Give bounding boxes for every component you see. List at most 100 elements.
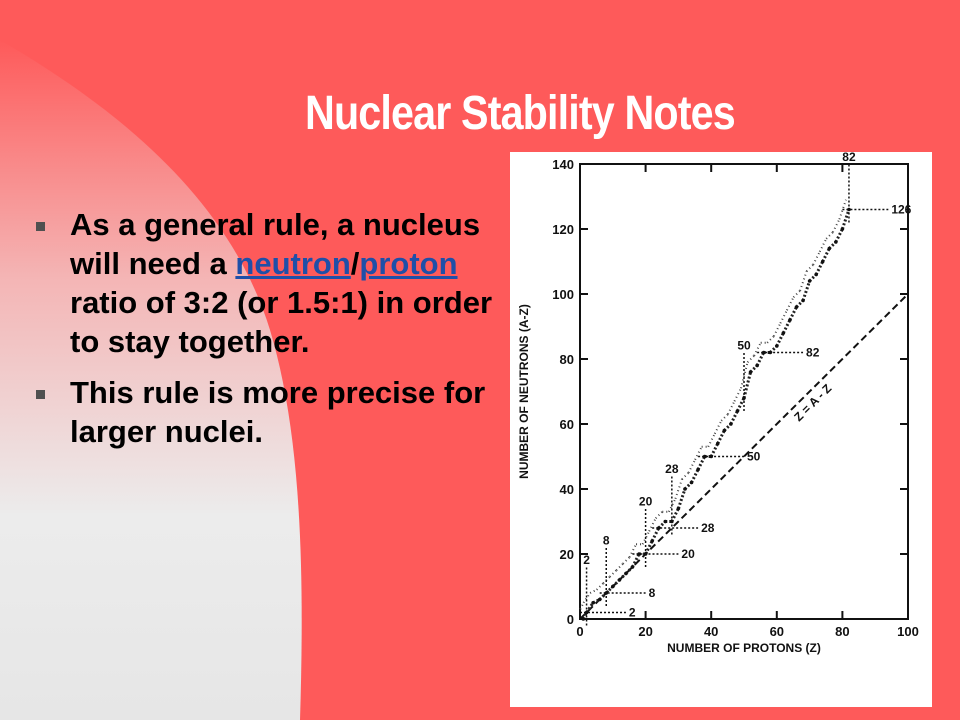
stable-band-segment [753,342,762,357]
stable-band-segment [615,563,624,571]
stable-band-segment [720,413,729,422]
stable-band-segment [766,335,775,344]
magic-proton-label: 2 [583,553,590,567]
y-tick-label: 120 [552,222,574,237]
magic-proton-label: 50 [737,339,751,353]
stable-band-segment [821,247,831,263]
stable-band-segment [667,498,677,513]
stable-band-segment [814,260,825,276]
stable-band-segment [812,251,821,266]
stable-band-segment [799,270,808,292]
y-axis-title: NUMBER OF NEUTRONS (A-Z) [517,304,531,479]
stable-band-segment [648,517,657,532]
magic-proton-label: 8 [603,534,610,548]
stable-band-segment [628,543,637,558]
chart-panel: 0 20 40 60 80 100 0 20 40 60 80 100 120 140 NUMBER OF … [510,152,932,707]
stable-nucleus-point [834,240,838,244]
stable-band-segment [681,472,690,480]
y-tick-label: 100 [552,287,574,302]
stable-band-segment [641,530,651,545]
magic-neutron-label: 8 [649,586,656,600]
stable-band-segment [746,355,755,363]
stable-band-segment [786,296,795,311]
magic-neutron-label: 126 [891,203,911,217]
stable-nucleus-point [722,428,727,433]
stable-band-segment [792,290,801,298]
magic-neutron-label: 20 [681,547,695,561]
stable-band-segment [840,209,851,230]
stable-nucleus-point [676,506,681,511]
stable-nucleus-point [689,480,694,485]
stable-band-segment [595,582,604,591]
bullet-text: This rule is more precise for larger nuc… [70,375,486,449]
stable-nucleus-point [788,318,792,322]
stable-band-segment [782,319,792,334]
magic-neutron-label: 2 [629,606,636,620]
stable-nucleus-point [683,487,687,491]
stable-nucleus-point [591,600,595,605]
y-tick-label: 80 [560,352,574,367]
slide-title: Nuclear Stability Notes [305,87,736,140]
proton-link[interactable]: proton [359,246,458,281]
stable-band-segment [609,569,618,578]
stable-band-segment [733,387,742,402]
stable-nucleus-point [801,298,805,303]
stable-band-segment [775,332,785,347]
stable-nucleus-point [735,409,740,413]
x-axis-title: NUMBER OF PROTONS (Z) [667,641,821,655]
stable-band-segment [801,280,812,301]
bullet-item: As a general rule, a nucleus will need a… [36,205,506,361]
stable-nucleus-point [637,552,641,556]
stable-nucleus-point [820,259,825,264]
bullet-list: As a general rule, a nucleus will need a… [36,205,506,463]
x-tick-label: 40 [704,624,718,639]
x-tick-label: 0 [576,624,583,639]
stable-nucleus-point [775,344,779,348]
stable-nucleus-point [650,539,654,543]
bullet-text-part: As a general rule, a nucleus will need a [70,207,481,281]
stable-band-segment [713,420,723,435]
x-tick-label: 100 [897,624,919,639]
stable-band-segment [716,429,726,445]
stable-nucleus-point [581,617,586,621]
bullet-text: As a general rule, a nucleus will need a… [70,205,506,361]
square-bullet-icon [36,222,45,231]
bullet-text-part: / [350,246,360,281]
stable-band-segment [674,478,683,500]
stable-nucleus-point [715,441,720,446]
stable-band-segment [742,371,753,399]
bullet-text-part: ratio of 3:2 (or 1.5:1) in order to stay… [70,285,493,359]
stable-nucleus-point [597,597,602,602]
stable-nucleus-point [814,272,818,277]
stable-band-segment [788,306,798,321]
stable-band-segment [670,507,680,523]
magic-proton-label: 20 [639,495,653,509]
stable-band-segment [585,601,595,614]
stable-nucleus-point [748,370,753,374]
stable-nucleus-point [827,246,832,251]
stable-nucleus-point [807,279,812,283]
stable-nucleus-point [630,565,635,569]
x-tick-label: 80 [835,624,849,639]
stable-band-segment [772,322,782,337]
stable-band-segment [825,231,834,240]
stable-nucleus-point [696,467,700,472]
stable-band-segment [589,588,598,594]
stable-band-segment [729,410,739,425]
stable-band-segment [690,468,700,484]
stable-nucleus-point [761,350,766,355]
stable-band-segment [805,264,814,272]
stable-band-segment [694,446,703,461]
stable-nucleus-point [840,227,845,231]
neutron-proton-chart: 0 20 40 60 80 100 0 20 40 60 80 100 120 140 NUMBER OF … [517,152,919,655]
stable-band-segment [696,455,706,471]
x-tick-label: 20 [638,624,652,639]
y-tick-label: 140 [552,157,574,172]
neutron-link[interactable]: neutron [235,246,351,281]
stable-band-segment [779,309,788,324]
stable-band-segment [818,238,828,253]
stable-band-segment [644,540,654,555]
magic-neutron-label: 82 [806,346,820,360]
